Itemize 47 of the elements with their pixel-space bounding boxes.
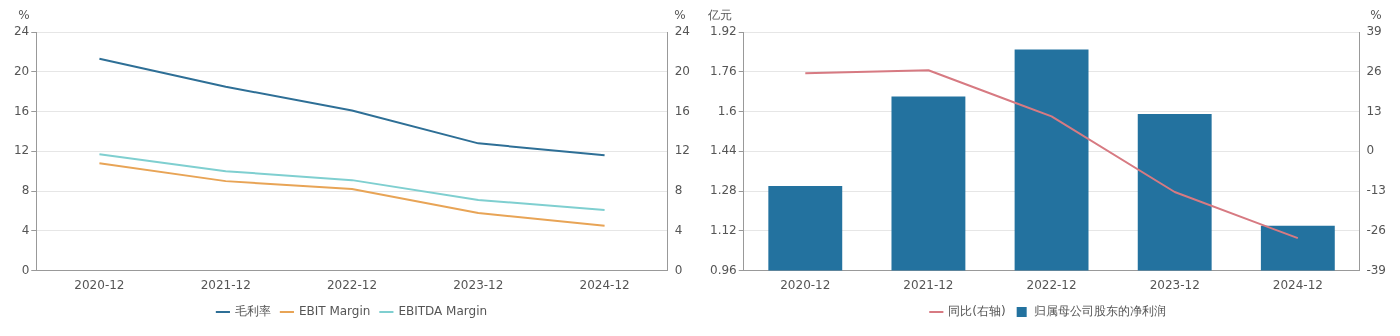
y2-tick-label: -39 bbox=[1366, 262, 1387, 277]
y2-tick-label: 26 bbox=[1366, 63, 1382, 78]
y-tick-label: 0.96 bbox=[710, 262, 737, 277]
legend-label: EBITDA Margin bbox=[398, 304, 488, 319]
y-tick-label: 1.12 bbox=[710, 222, 737, 237]
x-tick-label: 2022-12 bbox=[1026, 277, 1077, 292]
y2-tick-label: -26 bbox=[1366, 222, 1387, 237]
x-tick-label: 2023-12 bbox=[453, 277, 504, 292]
legend-label: EBIT Margin bbox=[298, 304, 371, 319]
y2-tick-label: 4 bbox=[674, 222, 683, 237]
legend-label: 毛利率 bbox=[234, 304, 271, 319]
y-tick-label: 0 bbox=[21, 262, 30, 277]
y2-tick-label: -13 bbox=[1366, 183, 1387, 198]
y2-tick-label: 0 bbox=[674, 262, 683, 277]
x-tick-label: 2020-12 bbox=[780, 277, 831, 292]
x-tick-label: 2021-12 bbox=[200, 277, 251, 292]
y2-tick-label: 20 bbox=[674, 63, 691, 78]
legend-label: 同比(右轴) bbox=[948, 304, 1006, 319]
y-tick-label: 20 bbox=[13, 63, 30, 78]
y-tick-label: 1.76 bbox=[710, 63, 737, 78]
x-tick-label: 2023-12 bbox=[1149, 277, 1200, 292]
y-tick-label: 1.6 bbox=[717, 103, 737, 118]
y2-tick-label: 16 bbox=[674, 103, 691, 118]
y-tick-label: 1.44 bbox=[710, 143, 737, 158]
x-tick-label: 2024-12 bbox=[1272, 277, 1323, 292]
y-tick-label: 12 bbox=[13, 143, 30, 158]
y2-tick-label: 0 bbox=[1366, 143, 1375, 158]
y-tick-label: 16 bbox=[13, 103, 30, 118]
y-axis-title: % bbox=[18, 8, 30, 23]
y2-tick-label: 24 bbox=[674, 24, 691, 39]
y2-tick-label: 12 bbox=[674, 143, 691, 158]
y2-tick-label: 13 bbox=[1366, 103, 1382, 118]
y2-axis-title: % bbox=[674, 8, 686, 23]
y-tick-label: 4 bbox=[21, 222, 30, 237]
y-tick-label: 24 bbox=[13, 24, 30, 39]
y-tick-label: 1.92 bbox=[710, 24, 737, 39]
y2-tick-label: 39 bbox=[1366, 24, 1382, 39]
y-tick-label: 1.28 bbox=[710, 183, 737, 198]
x-tick-label: 2022-12 bbox=[326, 277, 378, 292]
x-tick-label: 2021-12 bbox=[903, 277, 954, 292]
y-axis-title: 亿元 bbox=[707, 8, 732, 23]
x-tick-label: 2020-12 bbox=[74, 277, 125, 292]
y-tick-label: 8 bbox=[21, 183, 30, 198]
y2-tick-label: 8 bbox=[674, 183, 683, 198]
legend-label: 归属母公司股东的净利润 bbox=[1033, 304, 1166, 319]
x-tick-label: 2024-12 bbox=[579, 277, 630, 292]
y2-axis-title: % bbox=[1370, 8, 1382, 23]
